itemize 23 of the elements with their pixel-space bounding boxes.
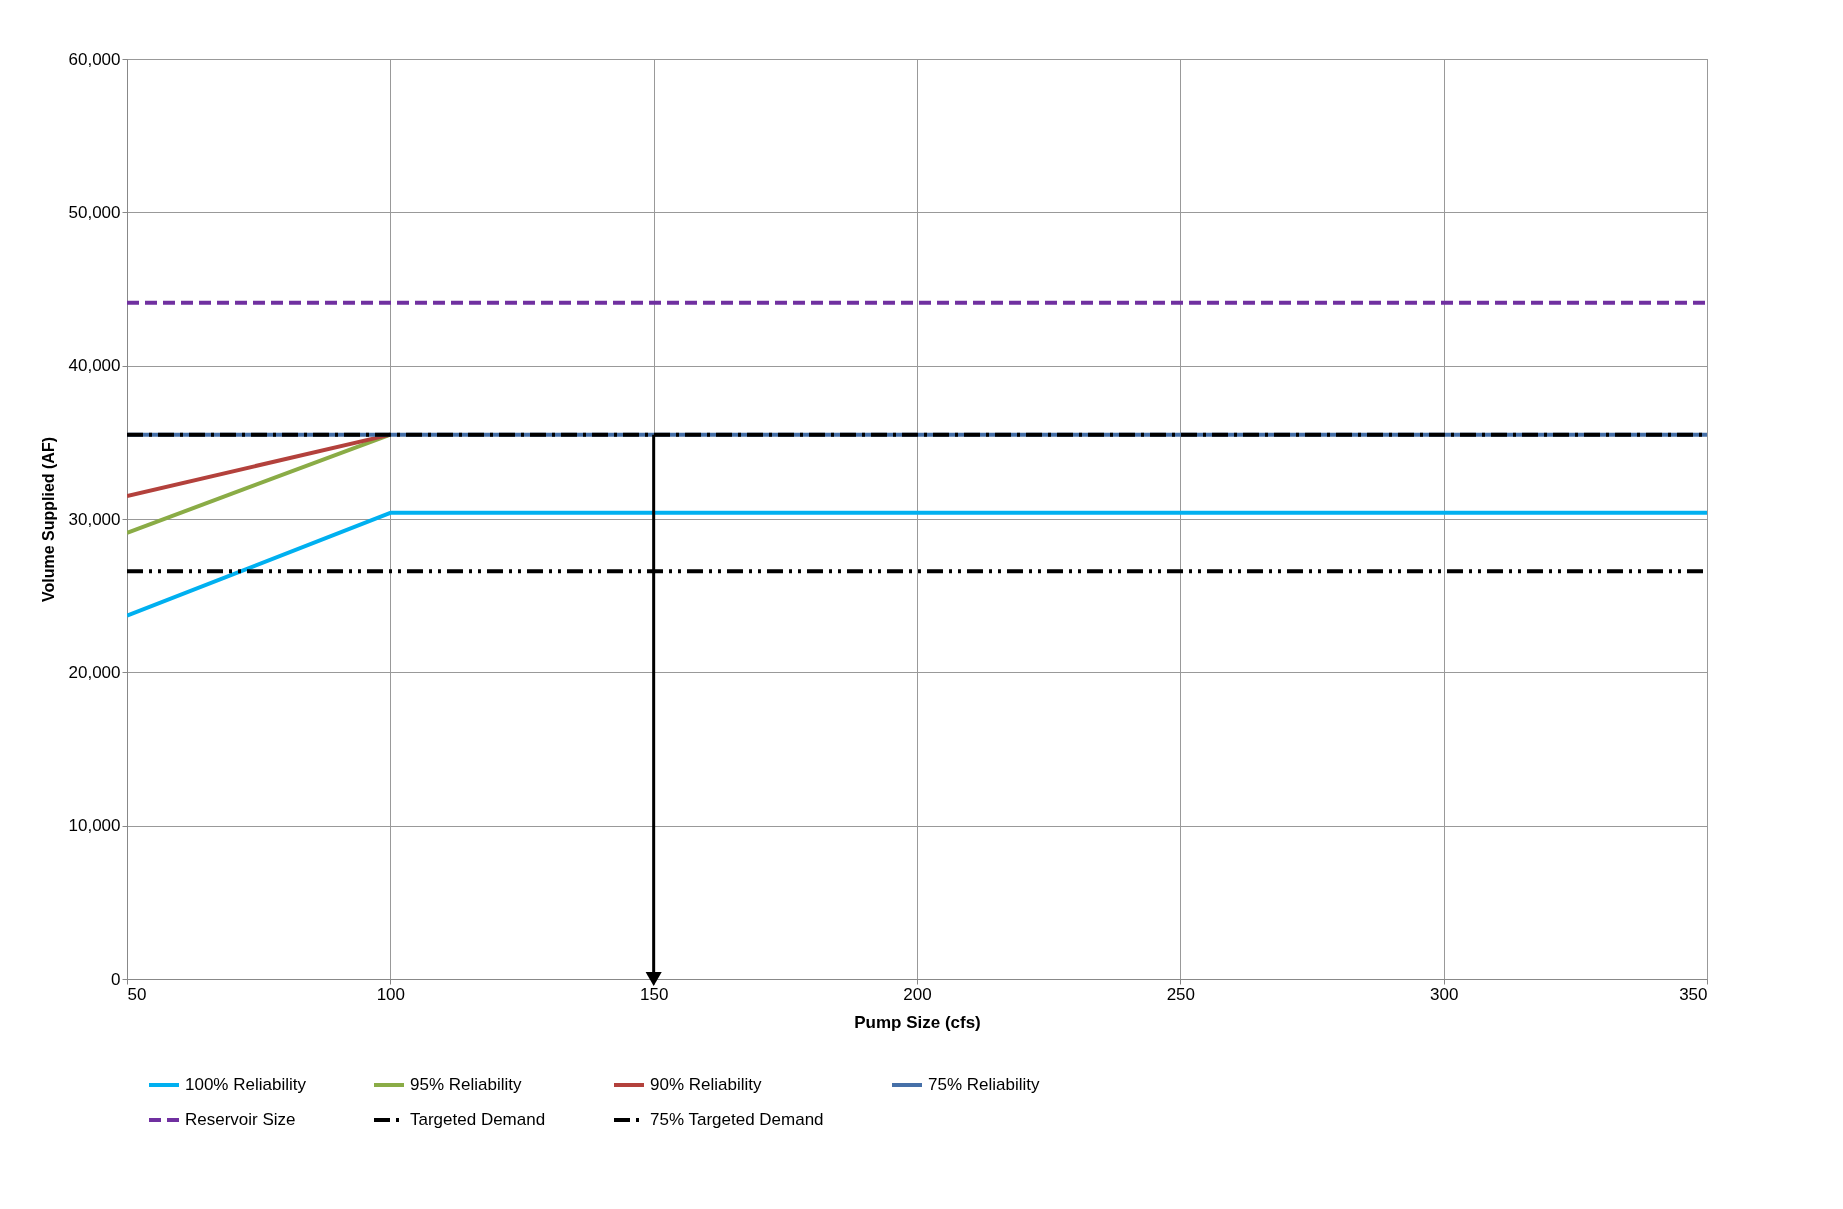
- x-tick-label: 350: [1679, 984, 1708, 1004]
- y-axis-title: Volume Supplied (AF): [39, 436, 57, 603]
- x-tick-label: 150: [639, 984, 669, 1004]
- legend-label: Targeted Demand: [410, 1110, 546, 1129]
- x-axis-title: Pump Size (cfs): [854, 1012, 981, 1032]
- x-tick-label: 300: [1429, 984, 1459, 1004]
- x-tick-label: 50: [127, 984, 147, 1004]
- y-tick-label: 30,000: [68, 509, 121, 529]
- legend-label: 75% Targeted Demand: [650, 1110, 824, 1129]
- legend-label: 75% Reliability: [928, 1075, 1040, 1094]
- x-tick-label: 250: [1166, 984, 1196, 1004]
- x-tick-label: 200: [903, 984, 932, 1004]
- y-tick-label: 10,000: [68, 816, 121, 836]
- legend-label: 95% Reliability: [410, 1075, 522, 1094]
- y-tick-label: 0: [111, 969, 121, 989]
- y-tick-label: 40,000: [68, 356, 121, 376]
- legend-label: 90% Reliability: [650, 1075, 762, 1094]
- y-tick-label: 20,000: [68, 662, 121, 682]
- legend-label: 100% Reliability: [185, 1075, 307, 1094]
- y-tick-label: 50,000: [68, 202, 121, 222]
- x-tick-label: 100: [376, 984, 406, 1004]
- legend-label: Reservoir Size: [185, 1110, 296, 1129]
- y-tick-label: 60,000: [68, 49, 121, 69]
